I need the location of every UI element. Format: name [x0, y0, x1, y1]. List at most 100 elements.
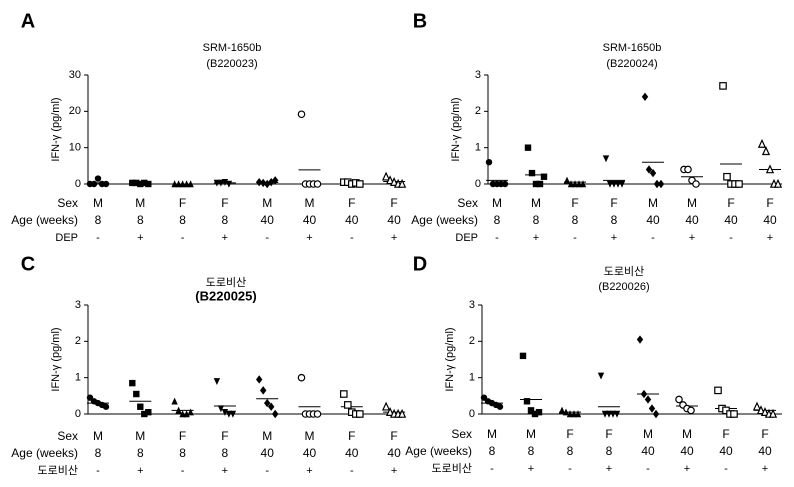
- data-point: [610, 180, 618, 188]
- y-tick-label: 0: [469, 408, 475, 420]
- data-point: [567, 180, 575, 188]
- data-point: [523, 398, 531, 405]
- data-point: [102, 403, 110, 410]
- table-cell: F: [348, 196, 355, 210]
- data-point: [272, 176, 279, 185]
- table-cell: M: [93, 429, 103, 443]
- data-point: [644, 395, 652, 404]
- table-cell: +: [606, 463, 612, 475]
- y-axis-label: IFN-γ (pg/ml): [50, 97, 62, 161]
- data-point: [137, 403, 144, 410]
- data-point: [313, 410, 322, 418]
- table-cell: M: [305, 196, 315, 210]
- data-point: [579, 180, 587, 188]
- row-label: Sex: [57, 429, 78, 443]
- data-point: [485, 159, 493, 166]
- data-point: [532, 180, 540, 188]
- table-cell: F: [571, 196, 578, 210]
- data-point: [229, 410, 237, 418]
- table-cell: -: [181, 232, 185, 244]
- table-cell: M: [687, 196, 697, 210]
- data-point: [719, 82, 727, 90]
- data-point: [558, 406, 566, 414]
- data-point: [256, 375, 263, 384]
- table-cell: 8: [179, 213, 186, 227]
- y-tick-label: 3: [475, 69, 481, 81]
- table-cell: 8: [95, 213, 102, 227]
- table-cell: F: [390, 196, 397, 210]
- table-cell: F: [390, 429, 397, 443]
- table-cell: -: [568, 463, 572, 475]
- panel-letter: D: [413, 253, 427, 275]
- data-point: [597, 372, 605, 380]
- data-point: [657, 179, 665, 189]
- table-cell: 40: [303, 213, 317, 227]
- data-point: [735, 180, 743, 188]
- data-point: [268, 402, 275, 411]
- table-cell: -: [265, 232, 269, 244]
- table-cell: 8: [572, 213, 579, 227]
- table-cell: 8: [606, 444, 613, 458]
- data-point: [636, 335, 644, 344]
- table-cell: M: [682, 427, 692, 441]
- data-point: [145, 180, 152, 188]
- data-point: [574, 410, 582, 418]
- data-point: [133, 179, 140, 187]
- table-cell: M: [135, 196, 145, 210]
- data-point: [527, 407, 535, 414]
- table-cell: 8: [179, 446, 186, 460]
- table-cell: 8: [137, 213, 144, 227]
- data-point: [141, 179, 148, 187]
- table-cell: -: [724, 463, 728, 475]
- table-cell: 40: [641, 444, 655, 458]
- data-point: [645, 165, 653, 174]
- panel-letter: C: [21, 253, 35, 275]
- data-point: [175, 406, 182, 414]
- table-cell: +: [222, 232, 228, 244]
- data-point: [641, 92, 649, 101]
- data-point: [602, 155, 610, 163]
- table-cell: +: [762, 463, 768, 475]
- table-cell: 40: [387, 446, 401, 460]
- data-point: [171, 397, 178, 405]
- data-point: [687, 406, 695, 415]
- row-label: 도로비산: [432, 462, 472, 475]
- data-point: [344, 401, 352, 409]
- data-point: [183, 410, 190, 418]
- panel: A SRM-1650b (B220023) IFN-γ (pg/ml) 0 10 20 30 S…: [11, 10, 406, 244]
- data-point: [389, 177, 399, 186]
- y-tick-label: 3: [469, 299, 475, 311]
- y-axis-label: IFN-γ (pg/ml): [50, 327, 62, 391]
- y-axis-label: IFN-γ (pg/ml): [444, 327, 456, 391]
- table-cell: +: [306, 232, 312, 244]
- chart-title: SRM-1650b: [603, 42, 662, 54]
- data-point: [225, 180, 233, 188]
- table-cell: +: [533, 232, 539, 244]
- data-point: [397, 408, 407, 418]
- chart-title: SRM-1650b: [203, 42, 262, 54]
- data-point: [653, 179, 661, 189]
- data-point: [609, 410, 617, 418]
- data-point: [340, 390, 348, 398]
- table-cell: 8: [222, 213, 229, 227]
- data-point: [605, 410, 613, 418]
- y-tick-label: 30: [69, 69, 81, 81]
- table-cell: -: [729, 232, 733, 244]
- table-cell: +: [528, 463, 534, 475]
- y-tick-label: 0: [75, 408, 81, 420]
- data-point: [297, 373, 306, 382]
- data-point: [761, 146, 771, 156]
- data-point: [356, 410, 364, 418]
- data-point: [571, 180, 579, 188]
- data-point: [313, 180, 322, 188]
- data-point: [773, 178, 783, 188]
- y-tick-label: 20: [69, 105, 81, 117]
- y-tick-label: 1: [469, 372, 475, 384]
- row-label: Sex: [451, 427, 472, 441]
- data-point: [256, 177, 263, 187]
- table-cell: +: [391, 465, 397, 477]
- y-axis-label: IFN-γ (pg/ml): [450, 97, 462, 161]
- table-cell: F: [610, 196, 617, 210]
- table-cell: 40: [763, 213, 777, 227]
- table-cell: 40: [261, 446, 275, 460]
